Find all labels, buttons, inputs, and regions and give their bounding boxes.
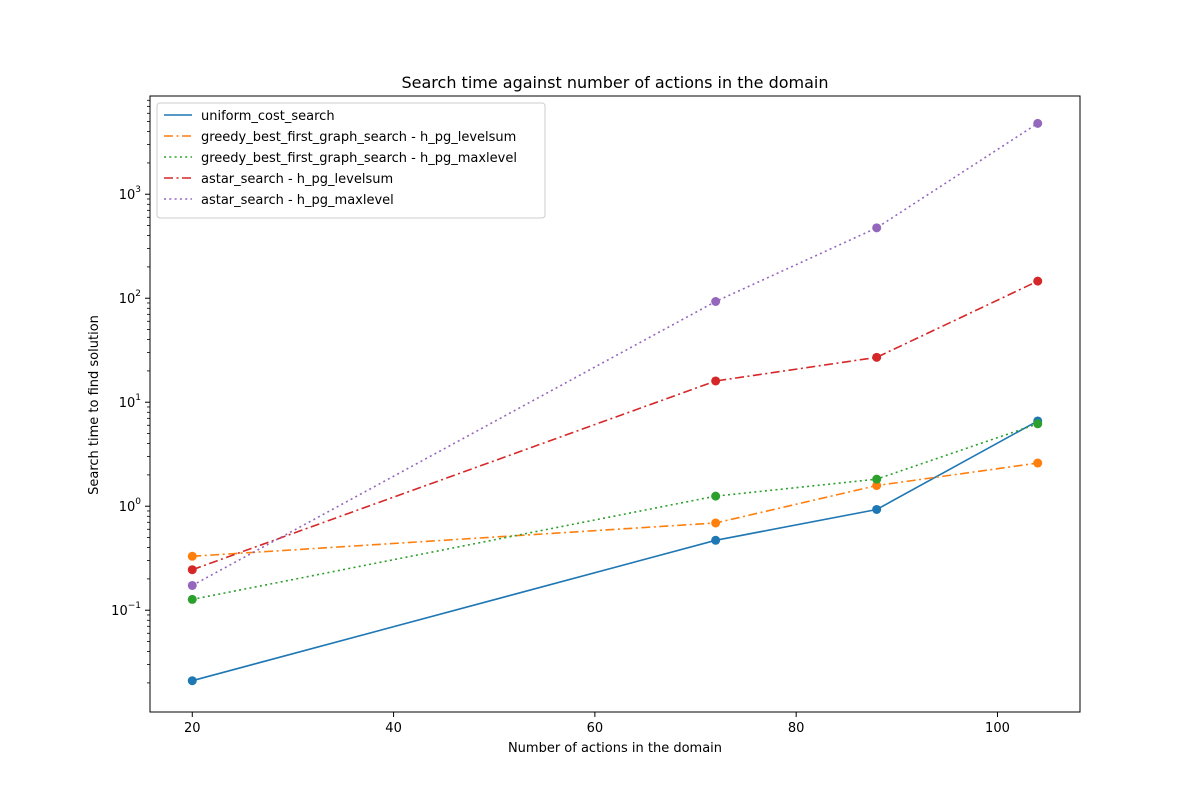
series-line-5 [191, 122, 1039, 587]
data-point-series-5-4 [1033, 118, 1043, 128]
axes-frame [149, 95, 1081, 713]
y-tick-label: 102 [119, 289, 141, 307]
y-tick-label: 101 [119, 393, 141, 411]
legend-box [156, 102, 546, 219]
y-tick-label: 100 [119, 497, 142, 515]
data-point-series-4-2 [711, 376, 721, 386]
data-point-series-4-3 [872, 352, 882, 362]
data-point-series-3-3 [872, 474, 882, 484]
x-tick-label: 40 [385, 721, 402, 736]
series-line-4 [191, 280, 1039, 571]
x-tick-label: 80 [788, 721, 805, 736]
legend-label-2: greedy_best_first_graph_search - h_pg_le… [201, 130, 516, 145]
legend: uniform_cost_search greedy_best_first_gra… [156, 102, 546, 219]
series-line-2 [192, 462, 1038, 558]
data-point-series-5-2 [711, 297, 721, 306]
data-point-series-3-4 [1033, 419, 1043, 429]
x-tick-label: 20 [184, 721, 201, 736]
data-point-series-1-2 [711, 535, 721, 545]
data-point-series-2-1 [187, 551, 197, 561]
data-point-series-5-1 [187, 580, 197, 590]
plot-area: 20 40 60 80 100 10−1 100 101 102 103 [111, 95, 1081, 736]
x-tick-label: 60 [587, 721, 604, 736]
legend-label-4: astar_search - h_pg_levelsum [201, 172, 393, 187]
y-tick-label: 103 [119, 185, 141, 203]
legend-label-1: uniform_cost_search [201, 109, 335, 124]
data-point-series-1-3 [872, 504, 882, 514]
legend-label-3: greedy_best_first_graph_search - h_pg_ma… [201, 151, 517, 166]
data-point-series-2-3 [872, 481, 882, 491]
data-point-series-3-1 [187, 594, 197, 604]
data-point-series-2-4 [1033, 458, 1043, 468]
data-point-series-1-1 [187, 676, 197, 686]
y-axis-label: Search time to find solution [87, 315, 102, 495]
data-point-series-2-2 [711, 518, 721, 528]
series-line-3 [192, 423, 1038, 601]
chart-title: Search time against number of actions in… [402, 73, 829, 92]
data-point-series-5-3 [872, 223, 882, 233]
data-point-series-4-1 [187, 565, 197, 575]
y-tick-label: 10−1 [111, 601, 141, 619]
series-line-1 [192, 420, 1039, 682]
data-point-series-4-4 [1033, 276, 1043, 286]
x-tick-label: 100 [985, 721, 1010, 736]
legend-label-5: astar_search - h_pg_maxlevel [201, 193, 394, 208]
data-point-series-3-2 [711, 491, 721, 501]
x-axis-label: Number of actions in the domain [508, 741, 722, 756]
